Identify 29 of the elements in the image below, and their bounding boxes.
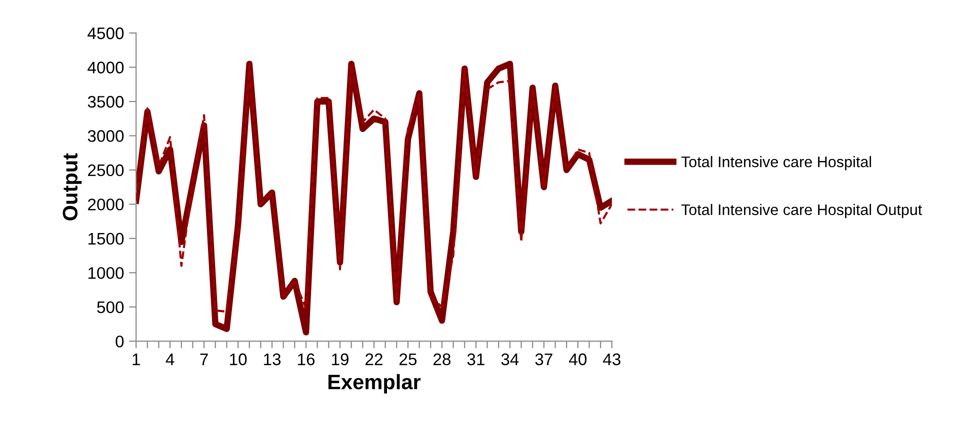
legend-label: Total Intensive care Hospital Output [681, 204, 922, 218]
y-tick-label: 0 [116, 336, 124, 348]
x-tick-label: 22 [366, 353, 382, 366]
y-tick-label: 500 [97, 301, 124, 314]
x-tick-label: 16 [298, 353, 315, 366]
y-tick-label: 2000 [88, 198, 124, 210]
y-tick-label: 3000 [88, 130, 124, 142]
x-tick-label: 40 [569, 353, 587, 366]
y-tick-label: 2500 [88, 164, 124, 176]
legend-label: Total Intensive care Hospital [681, 156, 872, 170]
x-tick-label: 28 [434, 353, 450, 366]
x-tick-label: 4 [166, 354, 174, 366]
y-axis-title: Output [62, 153, 82, 220]
x-tick-label: 10 [230, 353, 247, 366]
x-tick-label: 43 [602, 353, 620, 366]
y-tick-label: 3500 [88, 96, 124, 108]
x-axis-title: Exemplar [328, 374, 421, 394]
x-tick-label: 31 [467, 353, 484, 366]
y-tick-label: 1000 [88, 267, 124, 279]
x-tick-label: 25 [400, 353, 417, 366]
y-tick-label: 4000 [88, 62, 124, 74]
x-tick-label: 34 [501, 353, 519, 366]
x-tick-label: 37 [535, 353, 552, 366]
x-tick-label: 7 [200, 354, 208, 366]
x-tick-label: 13 [264, 353, 281, 366]
y-tick-label: 4500 [88, 27, 124, 40]
x-tick-label: 19 [332, 353, 348, 366]
y-tick-label: 1500 [88, 232, 124, 245]
x-tick-label: 1 [132, 354, 140, 366]
